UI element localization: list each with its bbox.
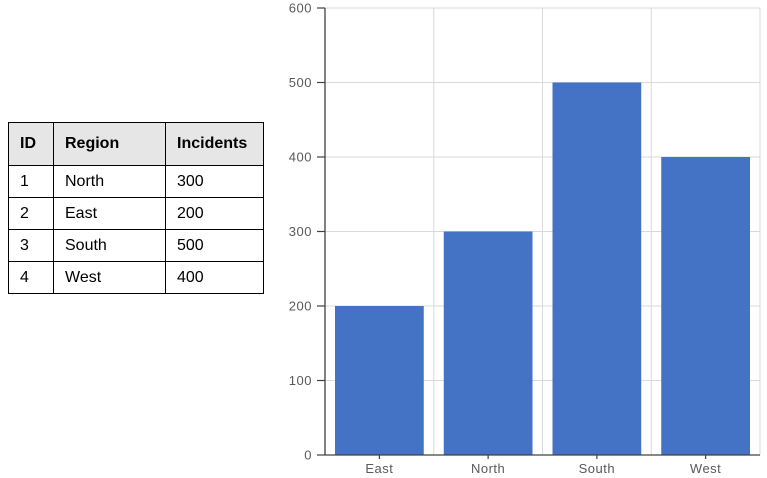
table-cell: 4	[8, 261, 54, 294]
table-cell: South	[53, 229, 166, 262]
table-cell: 3	[8, 229, 54, 262]
bar-chart: 0 100 200 300 400 500 600 East North South West	[289, 1, 761, 476]
table-header-cell: Region	[53, 122, 166, 166]
table-cell: West	[53, 261, 166, 294]
y-tick-label: 200	[289, 299, 312, 314]
table-cell: 400	[165, 261, 264, 294]
table-cell: 300	[165, 165, 264, 198]
bar-north	[443, 231, 533, 455]
x-tick-label: East	[365, 461, 393, 476]
table-row: 1 North 300	[8, 165, 264, 198]
table-header-cell: ID	[8, 122, 54, 166]
table-cell: 200	[165, 197, 264, 230]
table-row: 3 South 500	[8, 229, 264, 262]
x-tick-label: West	[690, 461, 721, 476]
table-cell: 2	[8, 197, 54, 230]
x-tick-label: North	[471, 461, 505, 476]
y-tick-label: 0	[304, 448, 312, 463]
y-tick-label: 300	[289, 224, 312, 239]
bar-south	[552, 82, 642, 455]
table-header-cell: Incidents	[165, 122, 264, 166]
y-tick-label: 400	[289, 150, 312, 165]
bar-east	[335, 306, 424, 455]
table-row: 4 West 400	[8, 261, 264, 294]
y-tick-label: 600	[289, 1, 312, 16]
bar-west	[661, 157, 750, 455]
table-cell: 500	[165, 229, 264, 262]
y-tick-label: 100	[289, 373, 312, 388]
y-tick-label: 500	[289, 75, 312, 90]
table-cell: North	[53, 165, 166, 198]
table-row: 2 East 200	[8, 197, 264, 230]
table-cell: 1	[8, 165, 54, 198]
incidents-table: ID Region Incidents 1 North 300 2 East 200 3 Sout…	[8, 122, 264, 294]
table-cell: East	[53, 197, 166, 230]
table-body: 1 North 300 2 East 200 3 South 500 4 West 400	[8, 165, 264, 294]
table-header-row: ID Region Incidents	[8, 122, 264, 166]
x-tick-label: South	[579, 461, 615, 476]
